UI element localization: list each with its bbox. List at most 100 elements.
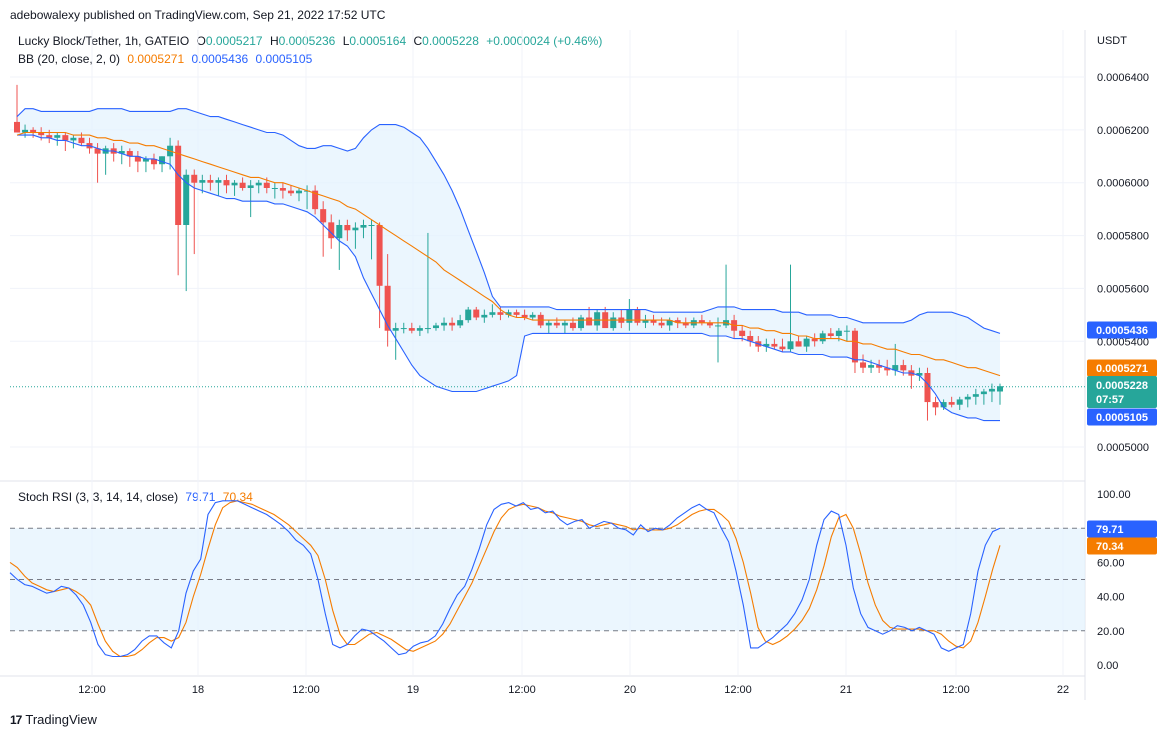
- candle: [626, 299, 633, 331]
- candle: [400, 322, 407, 334]
- candle-body: [191, 174, 198, 183]
- candle: [747, 330, 754, 347]
- candle-body: [747, 336, 754, 342]
- candle-body: [70, 137, 77, 141]
- price-tick-label: 0.0005800: [1097, 231, 1149, 243]
- candle: [352, 222, 359, 249]
- price-tick-label: 0.0005000: [1097, 442, 1149, 454]
- candle-body: [392, 328, 399, 331]
- stoch-k-line: [9, 500, 1001, 658]
- candle-body: [586, 317, 593, 326]
- candle-body: [239, 182, 246, 188]
- candle-body: [46, 135, 53, 138]
- candle-body: [980, 391, 987, 395]
- candle-body: [706, 322, 713, 326]
- time-tick-label: 20: [624, 684, 636, 696]
- candle-body: [956, 399, 963, 405]
- bb-lower-badge: 0.0005105: [1096, 412, 1148, 424]
- candle: [231, 180, 238, 196]
- candle: [408, 322, 415, 334]
- candle-body: [827, 333, 834, 336]
- candle: [457, 314, 464, 329]
- candle: [658, 317, 665, 329]
- candle-body: [771, 343, 778, 347]
- candle: [328, 214, 335, 249]
- stoch-title: Stoch RSI (3, 3, 14, 14, close): [18, 490, 179, 504]
- candle-body: [916, 373, 923, 376]
- candle-body: [521, 314, 528, 318]
- candle-body: [271, 188, 278, 189]
- candle-body: [368, 225, 375, 226]
- bb-legend: BB (20, close, 2, 0) 0.0005271 0.0005436…: [18, 52, 316, 66]
- candle-body: [54, 135, 61, 138]
- candle-body: [497, 312, 504, 315]
- time-tick-label: 12:00: [508, 684, 536, 696]
- bb-lower-line: [17, 134, 1000, 422]
- candle-body: [465, 309, 472, 321]
- candle-body: [408, 328, 415, 331]
- candle-body: [964, 396, 971, 400]
- candle: [851, 328, 858, 373]
- candle-body: [118, 151, 125, 154]
- candle: [779, 338, 786, 352]
- candle-body: [279, 188, 286, 191]
- candle-body: [134, 156, 141, 162]
- candle-body: [441, 322, 448, 326]
- candle: [296, 188, 303, 202]
- candle-body: [988, 388, 995, 392]
- price-tick-label: 0.0005600: [1097, 283, 1149, 295]
- candle: [336, 219, 343, 270]
- candle: [513, 309, 520, 318]
- currency-label: USDT: [1097, 35, 1127, 47]
- low-value: 0.0005164: [349, 34, 407, 48]
- candle: [255, 180, 262, 194]
- candle-body: [529, 314, 536, 318]
- candle-body: [231, 182, 238, 186]
- candle: [118, 145, 125, 165]
- candle-body: [223, 180, 230, 186]
- candle: [553, 317, 560, 329]
- time-tick-label: 22: [1057, 684, 1069, 696]
- candle: [416, 325, 423, 336]
- candle-body: [626, 309, 633, 323]
- candle-body: [457, 320, 464, 326]
- candle-body: [835, 330, 842, 336]
- candle: [972, 388, 979, 405]
- candle-body: [739, 330, 746, 336]
- candle: [489, 304, 496, 318]
- candle-body: [247, 185, 254, 188]
- open-label: O: [196, 34, 206, 48]
- candle-body: [666, 320, 673, 326]
- candle-body: [884, 367, 891, 371]
- price-tick-label: 0.0006000: [1097, 178, 1149, 190]
- candle-body: [400, 328, 407, 330]
- candle: [706, 320, 713, 329]
- candle-body: [851, 330, 858, 363]
- candle: [344, 219, 351, 241]
- stoch-d-badge: 70.34: [1096, 541, 1124, 553]
- candle-body: [553, 322, 560, 326]
- candle-body: [819, 333, 826, 342]
- candle: [159, 156, 166, 173]
- candle: [70, 135, 77, 149]
- candle-body: [344, 225, 351, 231]
- candle: [771, 338, 778, 350]
- candle-body: [199, 180, 206, 183]
- candle: [207, 174, 214, 191]
- candle-body: [803, 338, 810, 347]
- close-label: C: [413, 34, 423, 48]
- candle: [191, 169, 198, 255]
- candle-body: [489, 312, 496, 315]
- candle-body: [175, 145, 182, 225]
- candle-body: [384, 285, 391, 331]
- candle-body: [811, 338, 818, 342]
- candle: [126, 148, 133, 167]
- time-tick-label: 21: [840, 684, 852, 696]
- stoch-tick-label: 100.00: [1097, 489, 1131, 501]
- price-badge: 0.0005228: [1096, 380, 1148, 392]
- bb-upper-badge-bg: [1087, 321, 1157, 339]
- candle: [271, 182, 278, 199]
- bb-lower-value: 0.0005105: [255, 52, 313, 66]
- candle-body: [142, 158, 149, 162]
